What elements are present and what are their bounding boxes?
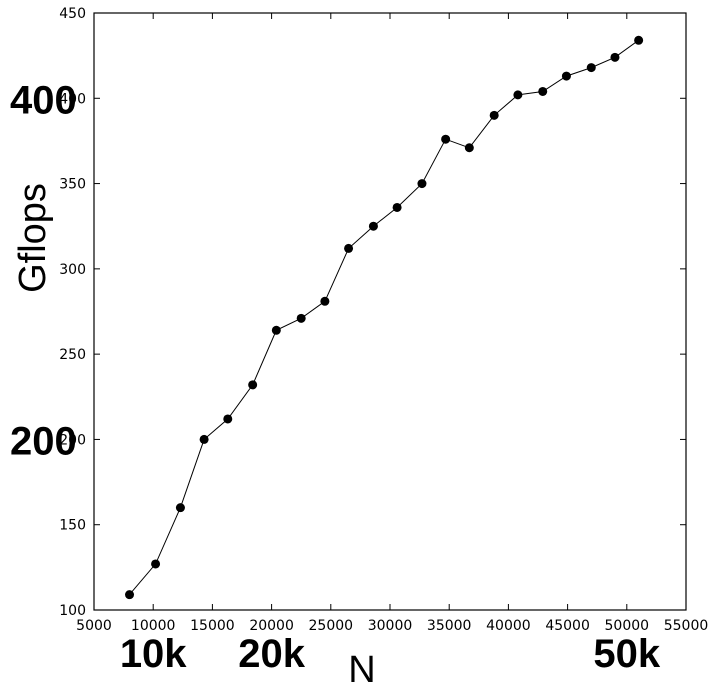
data-point [513,90,523,100]
data-point [248,380,258,390]
overlay-y-label: 200 [10,419,77,463]
y-tick-label: 350 [59,177,86,193]
axis-ticks [93,12,687,611]
data-point [296,313,306,323]
data-point [561,71,571,81]
series-line [129,39,639,595]
data-point [634,35,644,45]
x-tick-label: 10000 [131,618,176,634]
y-tick-label: 300 [59,262,86,278]
data-points [125,35,644,600]
data-point [344,243,354,253]
overlay-labels: 10k 20k 50k 400 200 [10,78,661,676]
overlay-y-label: 400 [10,78,77,122]
x-tick-label: 15000 [190,618,235,634]
x-tick-label: 20000 [249,618,294,634]
overlay-x-label: 20k [238,632,305,676]
y-tick-label: 450 [59,6,86,22]
data-point [441,134,451,144]
overlay-x-label: 50k [593,632,660,676]
data-point [464,143,474,153]
data-point [392,202,402,212]
y-tick-label: 400 [59,91,86,107]
data-point [417,179,427,189]
y-tick-label: 200 [59,432,86,448]
data-point [320,296,330,306]
y-tick-label: 250 [59,347,86,363]
data-point [271,325,281,335]
x-tick-label: 25000 [309,618,354,634]
overlay-x-label: 10k [120,632,187,676]
x-tick-label: 45000 [545,618,590,634]
data-point [175,503,185,513]
data-point [538,86,548,96]
y-tick-label: 150 [59,518,86,534]
x-tick-label: 35000 [427,618,472,634]
tick-labels: 5000 10000 15000 20000 25000 30000 35000 40000 4… [59,6,708,634]
y-axis-title: Gflops [12,183,54,293]
y-tick-label: 100 [59,603,86,619]
data-point [368,221,378,231]
data-point [610,52,620,62]
x-tick-label: 40000 [486,618,531,634]
x-tick-label: 55000 [664,618,709,634]
data-point [223,414,233,424]
data-point [199,434,209,444]
plot-frame [93,12,687,611]
x-axis-title: N [348,649,375,687]
x-tick-label: 30000 [368,618,413,634]
x-tick-label: 50000 [605,618,650,634]
data-point [586,63,596,73]
data-point [489,110,499,120]
data-point [151,559,161,569]
data-point [125,590,135,600]
x-tick-label: 5000 [76,618,112,634]
